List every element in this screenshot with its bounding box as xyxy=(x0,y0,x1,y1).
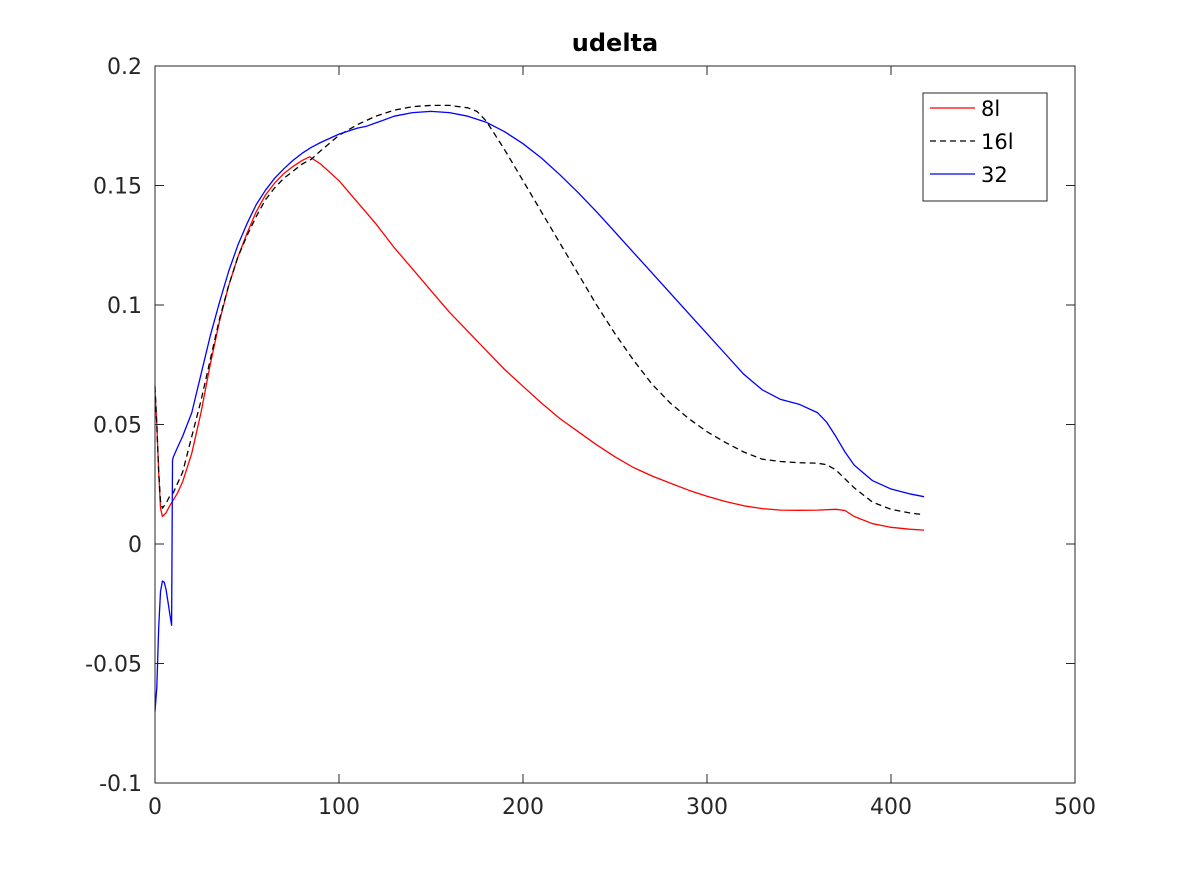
x-tick-label: 0 xyxy=(148,795,162,820)
legend-label-8l: 8l xyxy=(981,97,1000,121)
chart-title: udelta xyxy=(572,29,658,57)
x-tick-label: 300 xyxy=(686,795,728,820)
axes-layer: 0 100 200 300 400 500 -0.1 -0.05 0 0.05 0.1 0.15 0.2 xyxy=(85,55,1096,820)
y-tick-label: 0.05 xyxy=(93,414,142,439)
y-tick-label: 0.1 xyxy=(107,294,142,319)
series-line-32 xyxy=(154,110,925,712)
series-line-16l xyxy=(154,104,925,516)
legend-label-32: 32 xyxy=(981,163,1008,187)
series-line-8l xyxy=(154,156,925,531)
y-tick-label: -0.05 xyxy=(85,653,142,678)
series-layer xyxy=(154,104,925,712)
x-tick-label: 200 xyxy=(502,795,544,820)
y-tick-label: 0 xyxy=(128,533,142,558)
x-tick-label: 100 xyxy=(318,795,360,820)
y-tick-label: 0.15 xyxy=(93,175,142,200)
legend: 8l 16l 32 xyxy=(922,92,1048,202)
y-tick-label: -0.1 xyxy=(99,772,142,797)
plot-background xyxy=(155,66,1075,783)
y-tick-label: 0.2 xyxy=(107,55,142,80)
x-tick-label: 500 xyxy=(1054,795,1096,820)
legend-box xyxy=(922,92,1048,202)
x-tick-label: 400 xyxy=(870,795,912,820)
legend-label-16l: 16l xyxy=(981,130,1014,154)
